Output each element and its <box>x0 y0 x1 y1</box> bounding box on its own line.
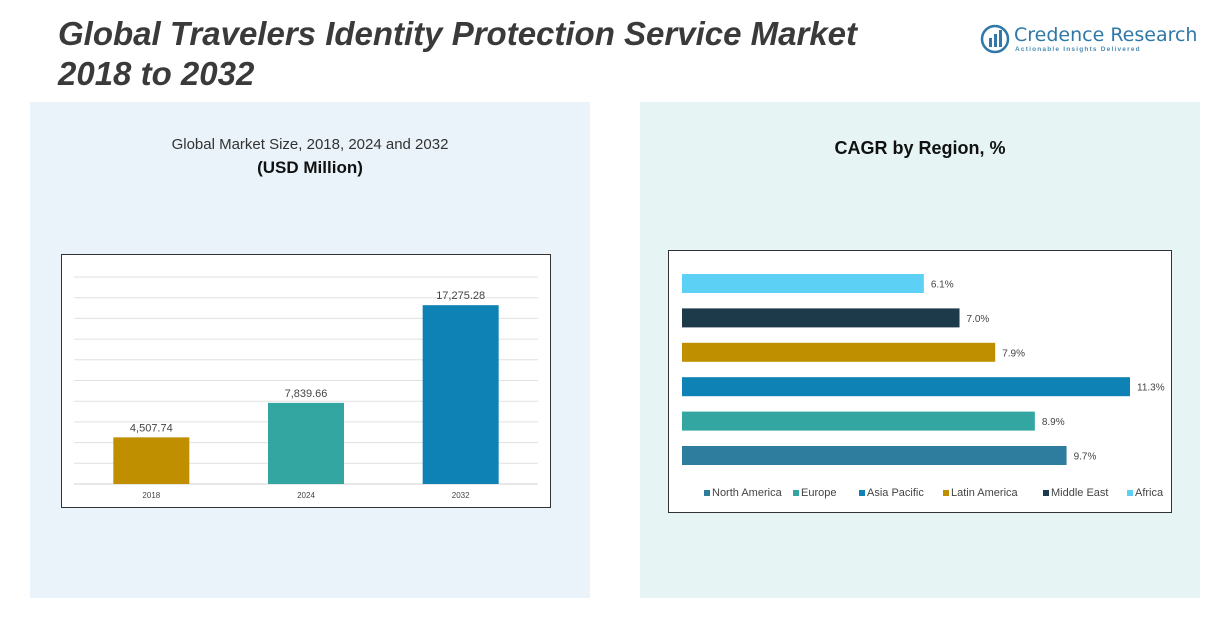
cagr-bar-middle-east <box>682 308 960 328</box>
market-size-panel: Global Market Size, 2018, 2024 and 2032 … <box>30 102 590 598</box>
legend-label: Middle East <box>1051 487 1108 499</box>
market-size-chart-unit: (USD Million) <box>257 158 363 177</box>
cagr-value-label: 7.0% <box>967 314 990 325</box>
legend-swatch <box>1127 490 1133 496</box>
legend-swatch <box>1043 490 1049 496</box>
x-tick-label: 2024 <box>297 491 315 500</box>
market-size-chart-frame: 4,507.74 2018 7,839.66 2024 17,275.28 2032 <box>61 254 551 508</box>
cagr-panel: CAGR by Region, % 9.7% 8.9% 11.3% 7.9% 7.0% 6… <box>640 102 1200 598</box>
cagr-value-label: 6.1% <box>931 280 954 291</box>
logo-tagline: Actionable Insights Delivered <box>1015 46 1141 53</box>
cagr-value-label: 7.9% <box>1002 348 1025 359</box>
cagr-legend: North America Europe Asia Pacific Latin Ame… <box>704 487 1164 499</box>
x-tick-label: 2032 <box>452 491 470 500</box>
cagr-bar-europe <box>682 411 1035 431</box>
cagr-value-label: 8.9% <box>1042 417 1065 428</box>
x-tick-label: 2018 <box>142 491 160 500</box>
cagr-horizontal-bar-chart: 9.7% 8.9% 11.3% 7.9% 7.0% 6.1% North America Eu… <box>682 274 1165 499</box>
cagr-value-label: 9.7% <box>1074 452 1097 463</box>
market-size-bar-chart: 4,507.74 2018 7,839.66 2024 17,275.28 2032 <box>74 276 538 500</box>
bar-2032 <box>422 305 499 484</box>
bar-chart-logo-icon <box>980 24 1010 54</box>
bar-value-label: 4,507.74 <box>130 422 173 434</box>
legend-label: Europe <box>801 487 836 499</box>
legend-swatch <box>704 490 710 496</box>
bar-2024 <box>268 402 344 484</box>
market-size-chart-title: Global Market Size, 2018, 2024 and 2032 <box>171 136 449 153</box>
cagr-bar-asia-pacific <box>682 377 1130 397</box>
legend-swatch <box>859 490 865 496</box>
legend-label: Africa <box>1135 487 1164 499</box>
legend-label: Latin America <box>951 487 1019 499</box>
cagr-bar-north-america <box>682 446 1067 465</box>
legend-swatch <box>943 490 949 496</box>
cagr-value-label: 11.3% <box>1137 383 1165 394</box>
cagr-bar-latin-america <box>682 342 996 362</box>
cagr-chart-title: CAGR by Region, % <box>834 138 1006 158</box>
legend-label: Asia Pacific <box>867 487 924 499</box>
bar-2018 <box>113 437 190 484</box>
legend-swatch <box>793 490 799 496</box>
page-title: Global Travelers Identity Protection Ser… <box>58 15 858 92</box>
legend-label: North America <box>712 487 783 499</box>
logo-name: Credence Research <box>1014 24 1198 46</box>
cagr-chart-frame: 9.7% 8.9% 11.3% 7.9% 7.0% 6.1% North America Eu… <box>668 250 1172 513</box>
bar-value-label: 7,839.66 <box>285 388 328 400</box>
company-logo[interactable]: Credence Research Actionable Insights De… <box>980 22 1200 58</box>
bar-value-label: 17,275.28 <box>436 290 485 302</box>
cagr-bar-africa <box>682 274 924 293</box>
